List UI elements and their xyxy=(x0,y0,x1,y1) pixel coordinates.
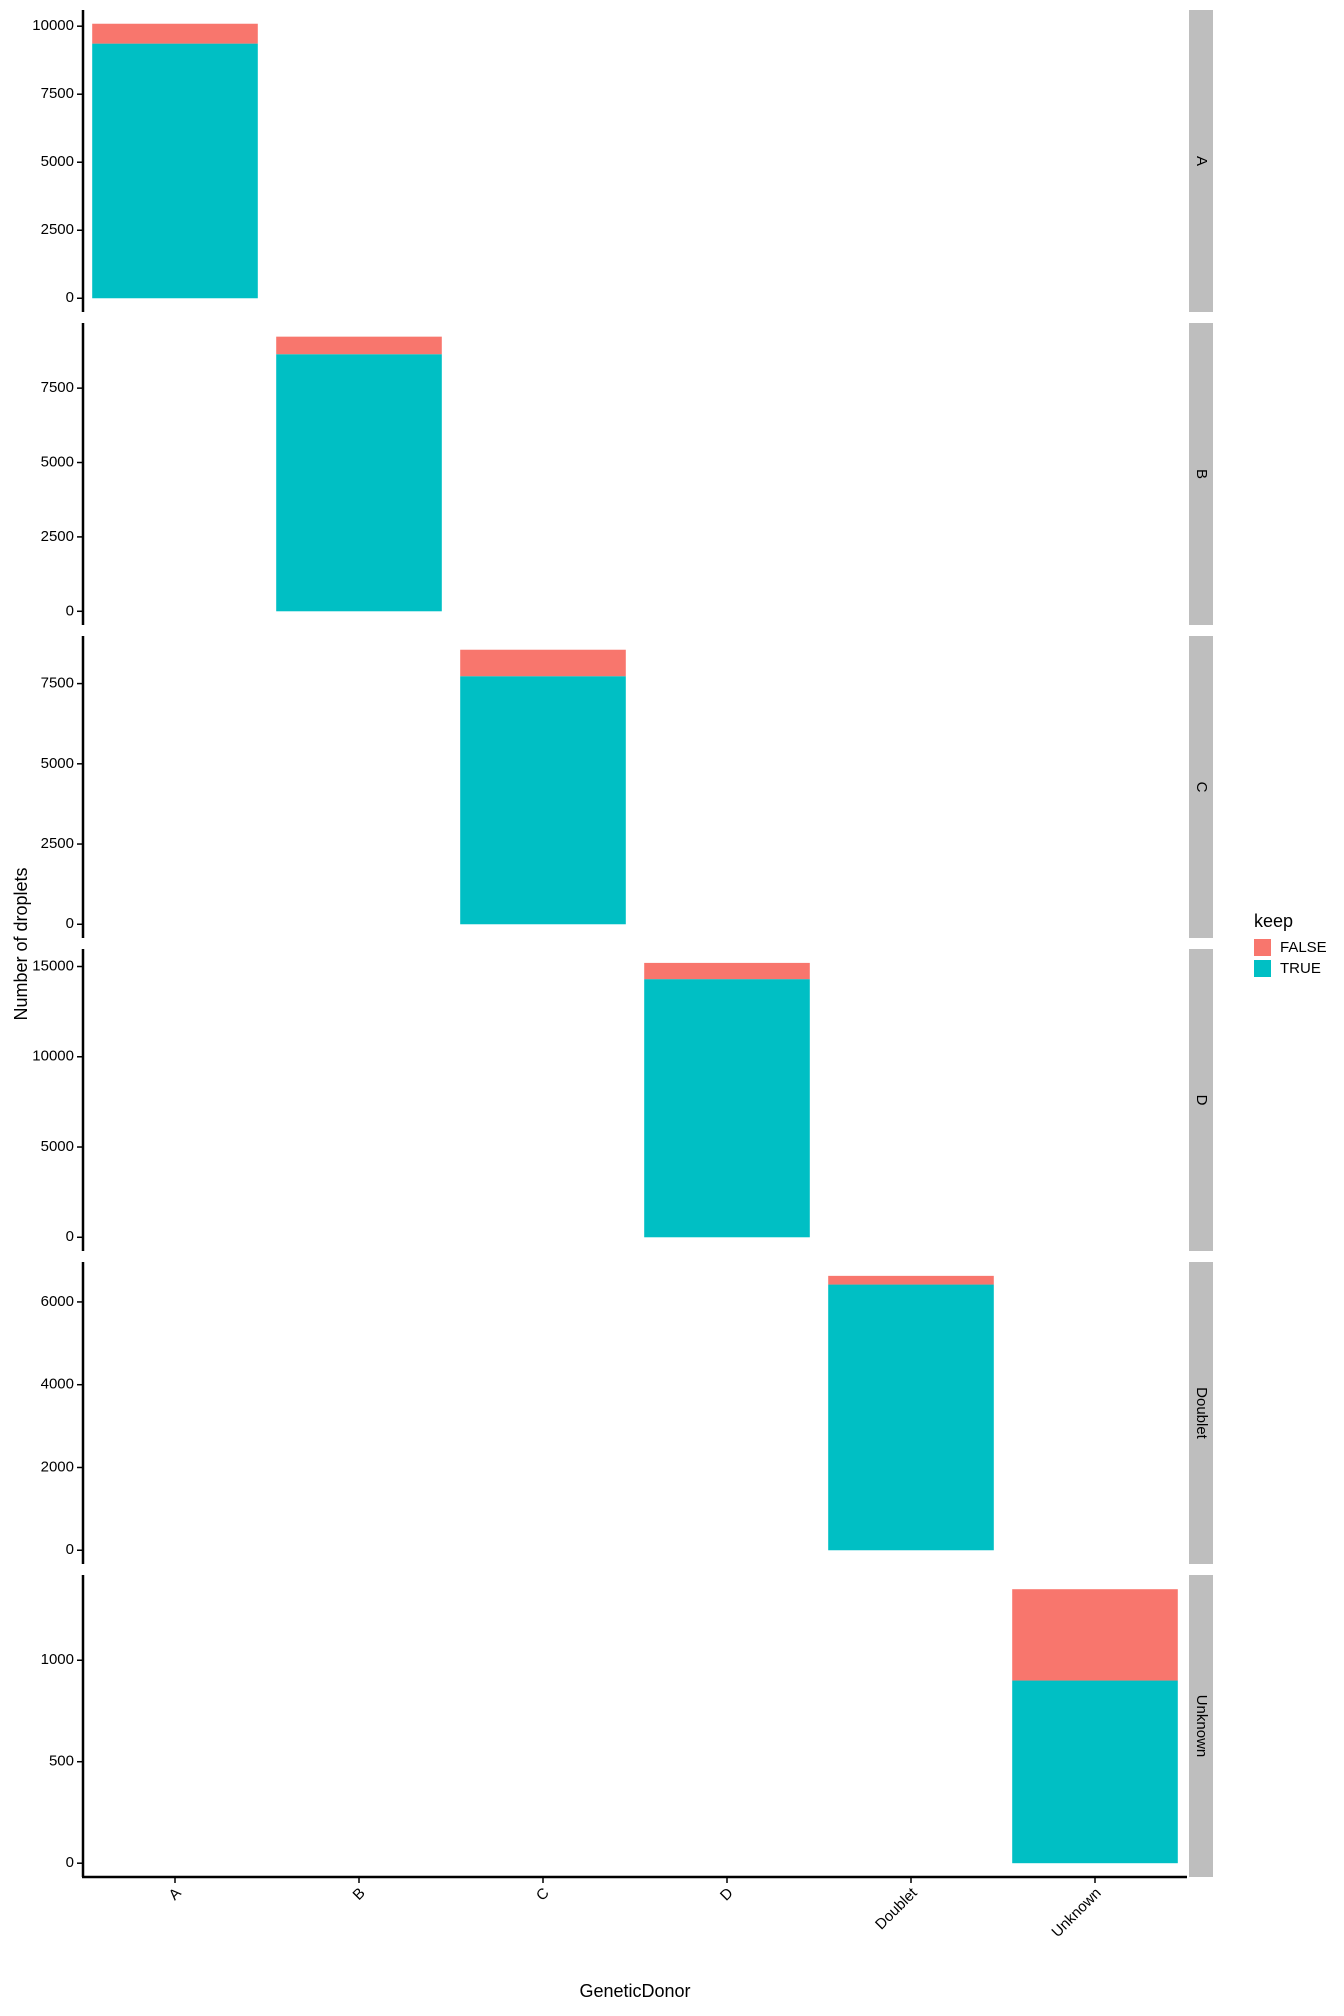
y-tick-label: 10000 xyxy=(32,1048,74,1065)
legend-swatch xyxy=(1254,939,1271,956)
y-tick-label: 0 xyxy=(66,602,74,619)
legend-label: FALSE xyxy=(1280,939,1327,956)
bar-segment xyxy=(276,336,442,355)
bar-segment xyxy=(276,354,442,612)
y-tick-label: 4000 xyxy=(41,1376,74,1393)
bar-segment xyxy=(1012,1680,1178,1864)
bar-segment xyxy=(828,1284,994,1551)
y-tick-label: 1000 xyxy=(41,1651,74,1668)
x-axis-title: GeneticDonor xyxy=(579,1981,690,2001)
bar-segment xyxy=(92,43,258,299)
facet-strip xyxy=(1189,10,1213,312)
y-tick-label: 10000 xyxy=(32,17,74,34)
y-tick-label: 0 xyxy=(66,1228,74,1245)
y-tick-label: 7500 xyxy=(41,85,74,102)
y-tick-label: 5000 xyxy=(41,755,74,772)
y-tick-label: 15000 xyxy=(32,957,74,974)
y-tick-label: 7500 xyxy=(41,379,74,396)
bar-segment xyxy=(1012,1589,1178,1681)
bar-segment xyxy=(92,23,258,44)
y-tick-label: 0 xyxy=(66,289,74,306)
bar-segment xyxy=(644,962,810,980)
x-tick-label: D xyxy=(717,1885,737,1905)
facet-label: B xyxy=(1193,469,1210,479)
x-tick-label: Doublet xyxy=(872,1884,921,1933)
y-tick-label: 6000 xyxy=(41,1293,74,1310)
legend-title: keep xyxy=(1254,911,1293,931)
facet-label: D xyxy=(1193,1095,1210,1106)
x-tick-label: A xyxy=(166,1885,185,1904)
y-tick-label: 5000 xyxy=(41,453,74,470)
y-tick-label: 500 xyxy=(49,1753,74,1770)
legend-swatch xyxy=(1254,960,1271,977)
facet-strip xyxy=(1189,1262,1213,1564)
bar-segment xyxy=(460,649,626,677)
y-tick-label: 2500 xyxy=(41,221,74,238)
y-tick-label: 5000 xyxy=(41,153,74,170)
facet-label: Unknown xyxy=(1193,1695,1210,1758)
facet-strip xyxy=(1189,949,1213,1251)
y-tick-label: 5000 xyxy=(41,1138,74,1155)
x-tick-label: B xyxy=(350,1885,369,1904)
legend-label: TRUE xyxy=(1280,960,1321,977)
facet-strip xyxy=(1189,323,1213,625)
facet-strip xyxy=(1189,636,1213,938)
bar-segment xyxy=(644,979,810,1238)
facet-label: Doublet xyxy=(1193,1387,1210,1440)
facet-label: C xyxy=(1193,782,1210,793)
y-tick-label: 2000 xyxy=(41,1458,74,1475)
y-tick-label: 0 xyxy=(66,1854,74,1871)
facet-label: A xyxy=(1193,156,1210,166)
y-tick-label: 0 xyxy=(66,915,74,932)
facet-strip xyxy=(1189,1575,1213,1877)
bar-segment xyxy=(828,1275,994,1285)
y-tick-label: 7500 xyxy=(41,675,74,692)
y-axis-title: Number of droplets xyxy=(11,867,31,1020)
x-tick-label: C xyxy=(533,1885,553,1905)
bar-segment xyxy=(460,676,626,925)
x-tick-label: Unknown xyxy=(1048,1885,1104,1941)
y-tick-label: 0 xyxy=(66,1541,74,1558)
y-tick-label: 2500 xyxy=(41,835,74,852)
y-tick-label: 2500 xyxy=(41,528,74,545)
